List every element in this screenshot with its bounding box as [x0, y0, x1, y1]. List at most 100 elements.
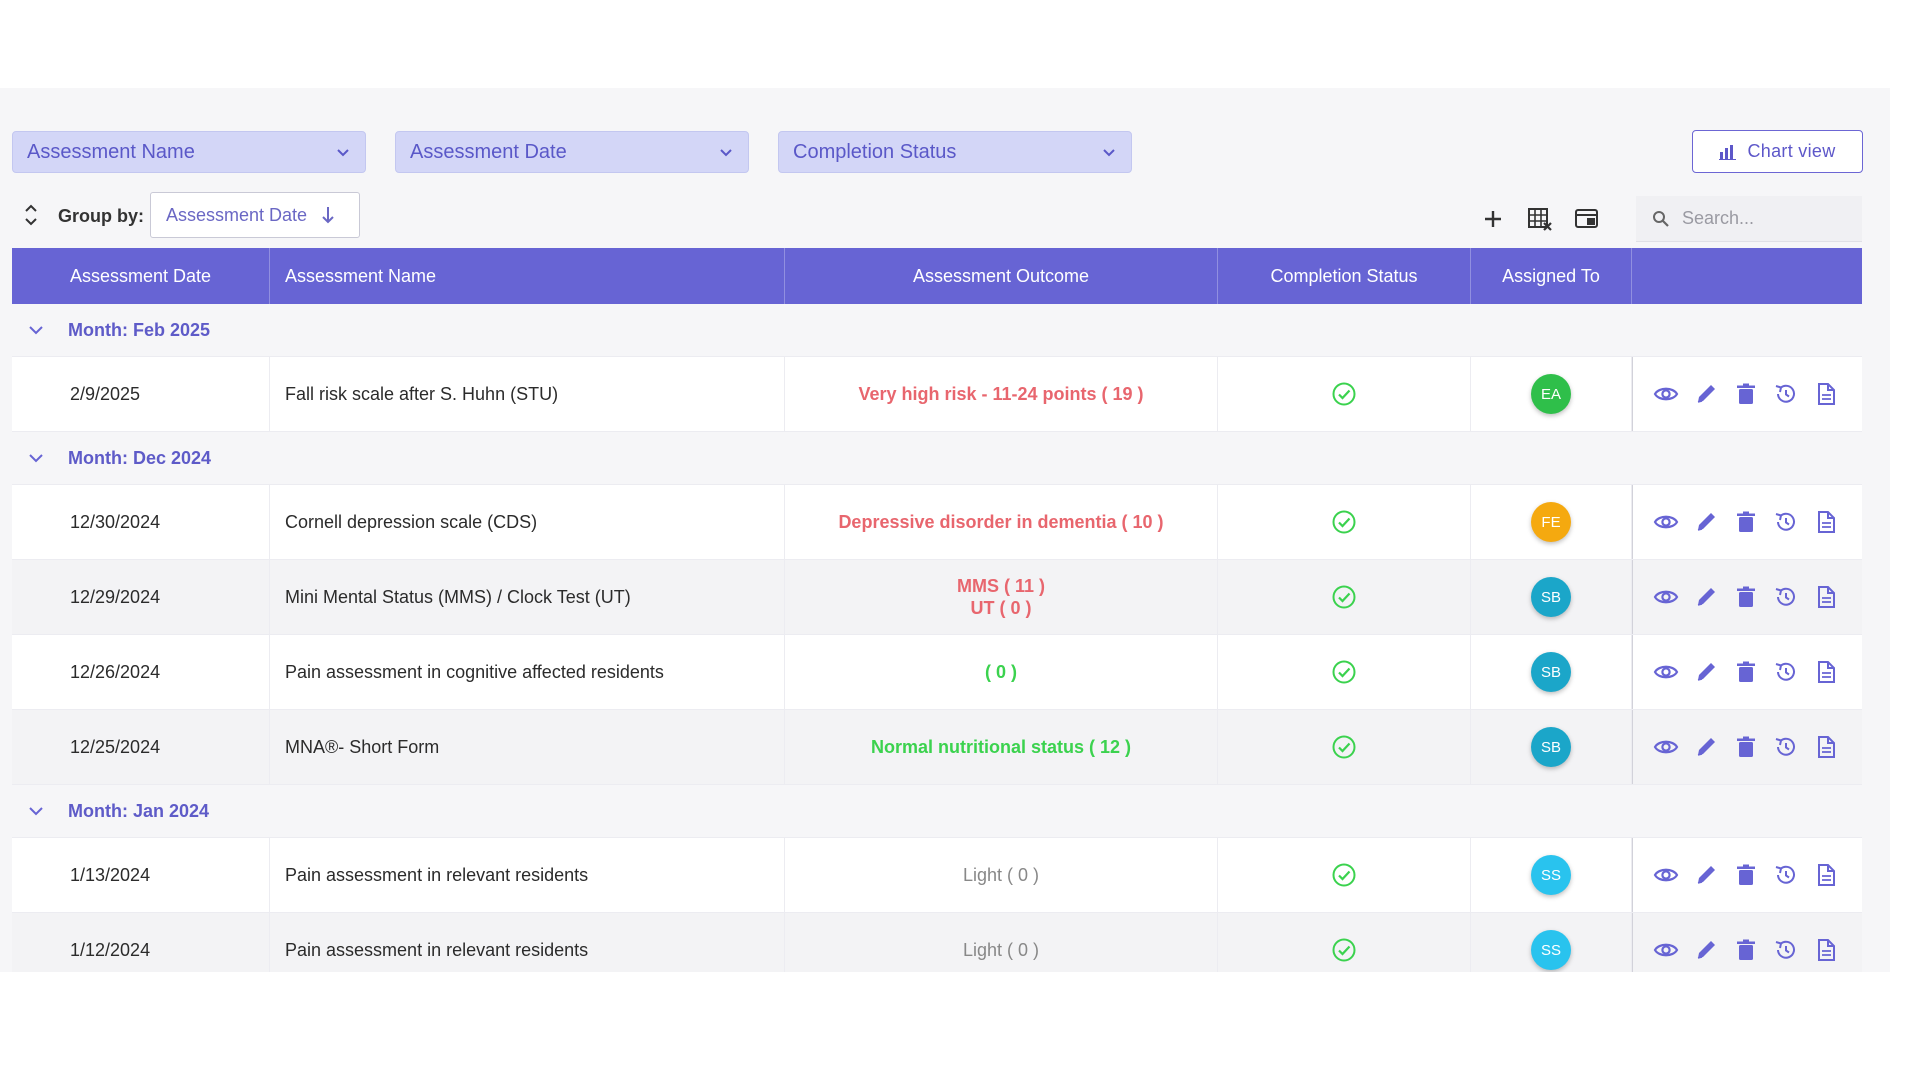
- chart-view-button[interactable]: Chart view: [1692, 130, 1863, 173]
- cell-assigned: SB: [1471, 635, 1632, 709]
- avatar[interactable]: FE: [1531, 502, 1571, 542]
- history-icon[interactable]: [1773, 584, 1799, 610]
- eye-icon[interactable]: [1653, 659, 1679, 685]
- history-icon[interactable]: [1773, 937, 1799, 963]
- trash-icon[interactable]: [1733, 509, 1759, 535]
- eye-icon[interactable]: [1653, 509, 1679, 535]
- avatar[interactable]: SB: [1531, 727, 1571, 767]
- outcome-text: Very high risk - 11-24 points ( 19 ): [858, 384, 1144, 404]
- eye-icon[interactable]: [1653, 734, 1679, 760]
- cell-actions: [1632, 710, 1862, 784]
- header-completion-status[interactable]: Completion Status: [1218, 248, 1471, 304]
- history-icon[interactable]: [1773, 381, 1799, 407]
- table-row: 1/12/2024 Pain assessment in relevant res…: [12, 913, 1862, 972]
- pencil-icon[interactable]: [1693, 937, 1719, 963]
- header-assessment-outcome[interactable]: Assessment Outcome: [785, 248, 1218, 304]
- assessment-date-filter[interactable]: Assessment Date: [395, 131, 749, 173]
- cell-assigned: SS: [1471, 913, 1632, 972]
- sort-icon[interactable]: [22, 202, 40, 228]
- header-assigned-to[interactable]: Assigned To: [1471, 248, 1632, 304]
- outcome-text: Normal nutritional status ( 12 ): [870, 737, 1132, 757]
- assessment-name-filter[interactable]: Assessment Name: [12, 131, 366, 173]
- cell-name: Pain assessment in relevant residents: [270, 913, 785, 972]
- document-icon[interactable]: [1813, 937, 1839, 963]
- pencil-icon[interactable]: [1693, 862, 1719, 888]
- pencil-icon[interactable]: [1693, 659, 1719, 685]
- panel-icon[interactable]: [1574, 206, 1600, 232]
- chevron-down-icon[interactable]: [27, 321, 45, 339]
- trash-icon[interactable]: [1733, 734, 1759, 760]
- pencil-icon[interactable]: [1693, 381, 1719, 407]
- cell-status: [1218, 635, 1471, 709]
- group-by-select[interactable]: Assessment Date: [150, 192, 360, 238]
- document-icon[interactable]: [1813, 584, 1839, 610]
- search-box[interactable]: [1636, 196, 1862, 242]
- eye-icon[interactable]: [1653, 381, 1679, 407]
- trash-icon[interactable]: [1733, 381, 1759, 407]
- trash-icon[interactable]: [1733, 659, 1759, 685]
- cell-name: MNA®- Short Form: [270, 710, 785, 784]
- history-icon[interactable]: [1773, 734, 1799, 760]
- eye-icon[interactable]: [1653, 584, 1679, 610]
- cell-outcome: Depressive disorder in dementia ( 10 ): [785, 485, 1218, 559]
- cell-date: 2/9/2025: [12, 357, 270, 431]
- chevron-down-icon[interactable]: [27, 449, 45, 467]
- history-icon[interactable]: [1773, 862, 1799, 888]
- avatar[interactable]: SS: [1531, 930, 1571, 970]
- pencil-icon[interactable]: [1693, 509, 1719, 535]
- table-row: 12/25/2024 MNA®- Short Form Normal nutriti…: [12, 710, 1862, 785]
- table-row: 12/30/2024 Cornell depression scale (CDS)…: [12, 485, 1862, 560]
- cell-status: [1218, 485, 1471, 559]
- cell-outcome: Light ( 0 ): [785, 838, 1218, 912]
- document-icon[interactable]: [1813, 659, 1839, 685]
- group-label: Month: Feb 2025: [68, 319, 211, 340]
- cell-date: 1/13/2024: [12, 838, 270, 912]
- cell-assigned: SB: [1471, 560, 1632, 634]
- trash-icon[interactable]: [1733, 584, 1759, 610]
- right-strip: [1890, 88, 1920, 972]
- cell-name: Pain assessment in relevant residents: [270, 838, 785, 912]
- document-icon[interactable]: [1813, 509, 1839, 535]
- search-input[interactable]: [1680, 207, 1854, 230]
- check-circle-icon: [1332, 660, 1356, 684]
- trash-icon[interactable]: [1733, 937, 1759, 963]
- arrow-down-icon: [322, 207, 334, 224]
- group-row[interactable]: Month: Dec 2024: [12, 432, 1862, 485]
- check-circle-icon: [1332, 585, 1356, 609]
- document-icon[interactable]: [1813, 381, 1839, 407]
- check-circle-icon: [1332, 938, 1356, 962]
- avatar[interactable]: SB: [1531, 577, 1571, 617]
- cell-date: 12/30/2024: [12, 485, 270, 559]
- avatar[interactable]: EA: [1531, 374, 1571, 414]
- eye-icon[interactable]: [1653, 862, 1679, 888]
- group-row[interactable]: Month: Feb 2025: [12, 304, 1862, 357]
- document-icon[interactable]: [1813, 734, 1839, 760]
- cell-actions: [1632, 485, 1862, 559]
- avatar[interactable]: SS: [1531, 855, 1571, 895]
- table-row: 1/13/2024 Pain assessment in relevant res…: [12, 838, 1862, 913]
- cell-date: 12/25/2024: [12, 710, 270, 784]
- eye-icon[interactable]: [1653, 937, 1679, 963]
- table-row: 12/29/2024 Mini Mental Status (MMS) / Clo…: [12, 560, 1862, 635]
- grid-clear-icon[interactable]: [1527, 206, 1553, 232]
- completion-status-filter[interactable]: Completion Status: [778, 131, 1132, 173]
- outcome-text: ( 0 ): [984, 662, 1017, 682]
- group-row[interactable]: Month: Jan 2024: [12, 785, 1862, 838]
- assessment-table: Assessment Date Assessment Name Assessme…: [12, 248, 1862, 972]
- cell-actions: [1632, 913, 1862, 972]
- trash-icon[interactable]: [1733, 862, 1759, 888]
- chevron-down-icon: [720, 149, 732, 157]
- pencil-icon[interactable]: [1693, 584, 1719, 610]
- chevron-down-icon[interactable]: [27, 802, 45, 820]
- cell-outcome: Light ( 0 ): [785, 913, 1218, 972]
- plus-icon[interactable]: [1480, 206, 1506, 232]
- check-circle-icon: [1332, 510, 1356, 534]
- document-icon[interactable]: [1813, 862, 1839, 888]
- pencil-icon[interactable]: [1693, 734, 1719, 760]
- avatar[interactable]: SB: [1531, 652, 1571, 692]
- header-assessment-date[interactable]: Assessment Date: [12, 248, 270, 304]
- history-icon[interactable]: [1773, 509, 1799, 535]
- header-assessment-name[interactable]: Assessment Name: [270, 248, 785, 304]
- history-icon[interactable]: [1773, 659, 1799, 685]
- header-actions: [1632, 248, 1862, 304]
